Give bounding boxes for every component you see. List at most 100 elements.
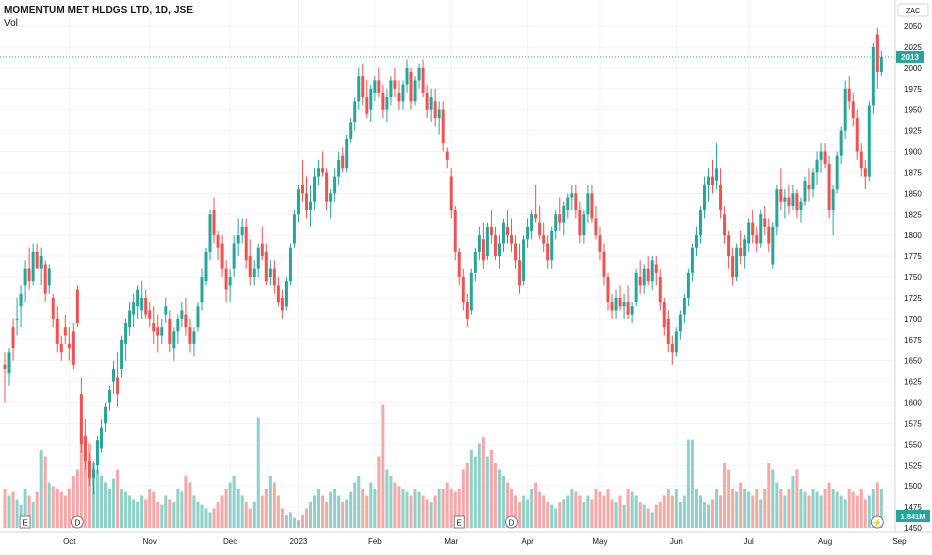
- volume-bar: [79, 417, 83, 528]
- volume-bar: [321, 495, 325, 528]
- candle-body: [116, 377, 120, 395]
- candle-body: [481, 239, 485, 261]
- volume-bar: [526, 499, 530, 528]
- price-tick-label: 1600: [904, 399, 922, 408]
- volume-bar: [305, 508, 308, 528]
- candle-body: [526, 226, 530, 240]
- event-markers: E D E D ⚡: [19, 515, 884, 529]
- volume-bar: [325, 502, 329, 528]
- candle-body: [216, 235, 220, 248]
- candle-body: [184, 314, 188, 328]
- candle-body: [176, 318, 180, 332]
- candle-body: [682, 297, 686, 315]
- candle-body: [630, 306, 634, 315]
- candle-body: [702, 184, 706, 211]
- price-tick-label: 1825: [904, 210, 922, 219]
- volume-bar: [59, 491, 63, 528]
- volume-bar: [349, 491, 353, 528]
- candle-body: [401, 84, 405, 102]
- volume-bar: [558, 502, 562, 528]
- volume-bar: [361, 489, 365, 528]
- volume-bar: [224, 489, 228, 528]
- volume-bar: [779, 489, 783, 528]
- volume-bar: [128, 495, 132, 528]
- candle-body: [284, 281, 288, 307]
- volume-bar: [578, 495, 582, 528]
- candle-body: [425, 92, 429, 110]
- candle-body: [39, 256, 43, 269]
- candle-body: [345, 138, 349, 169]
- volume-bar: [662, 495, 666, 528]
- candle-body: [132, 302, 136, 315]
- volume-bar: [417, 491, 421, 528]
- volume-bar: [136, 502, 140, 528]
- volume-bar: [164, 495, 168, 528]
- candle-body: [815, 159, 819, 173]
- candle-body: [457, 251, 461, 277]
- candle-body: [268, 268, 272, 277]
- volume-bar: [35, 491, 39, 528]
- candle-body: [369, 88, 373, 110]
- candle-body: [192, 331, 196, 344]
- candle-body: [429, 97, 433, 110]
- candle-body: [220, 243, 224, 269]
- candle-body: [461, 277, 465, 303]
- candle-body: [658, 277, 662, 303]
- volume-bar: [27, 495, 31, 528]
- volume-bar: [719, 495, 723, 528]
- volume-bar: [425, 499, 429, 528]
- candle-body: [309, 201, 313, 211]
- volume-bar: [228, 482, 232, 528]
- candle-body: [333, 176, 337, 194]
- candle-body: [694, 235, 698, 248]
- candle-body: [666, 318, 670, 344]
- candle-body: [610, 302, 614, 311]
- candle-body: [389, 80, 393, 98]
- price-tick-label: 2050: [904, 22, 922, 31]
- candle-body: [530, 214, 534, 231]
- volume-bar: [875, 482, 879, 528]
- candle-body: [727, 235, 731, 257]
- candle-body: [188, 327, 192, 344]
- volume-bar: [514, 495, 518, 528]
- volume-bar: [574, 491, 578, 528]
- candle-body: [799, 201, 803, 211]
- candle-body: [739, 247, 743, 257]
- volume-bar: [296, 520, 300, 528]
- volume-bar: [397, 486, 401, 528]
- candle-body: [707, 176, 710, 185]
- candle-body: [847, 88, 851, 102]
- time-tick-label: Aug: [818, 537, 832, 546]
- volume-bar: [212, 508, 216, 528]
- volume-bar: [453, 491, 457, 528]
- price-tick-label: 1475: [904, 503, 922, 512]
- volume-bar: [124, 491, 128, 528]
- volume-bar: [441, 489, 445, 528]
- candle-body: [329, 193, 333, 202]
- volume-bar: [871, 489, 875, 528]
- candle-body: [160, 327, 164, 336]
- volume-bar: [449, 489, 453, 528]
- candle-body: [614, 297, 618, 311]
- volume-bar: [771, 469, 775, 528]
- volume-bar: [743, 489, 747, 528]
- candle-body: [871, 46, 875, 106]
- volume-bar: [280, 508, 284, 528]
- volume-bar: [144, 499, 148, 528]
- candle-body: [15, 318, 19, 320]
- dividend-marker: [70, 515, 84, 529]
- candle-body: [558, 214, 562, 223]
- volume-bar: [763, 489, 767, 528]
- volume-bar: [739, 482, 743, 528]
- price-tick-label: 1550: [904, 440, 922, 449]
- volume-bar: [329, 491, 333, 528]
- volume-bar: [156, 502, 160, 528]
- volume-bar: [811, 489, 815, 528]
- candle-body: [538, 222, 542, 236]
- candle-body: [321, 168, 325, 173]
- volume-bar: [39, 450, 43, 528]
- candle-body: [152, 323, 156, 332]
- volume-bar: [554, 508, 558, 528]
- candle-body: [566, 197, 570, 211]
